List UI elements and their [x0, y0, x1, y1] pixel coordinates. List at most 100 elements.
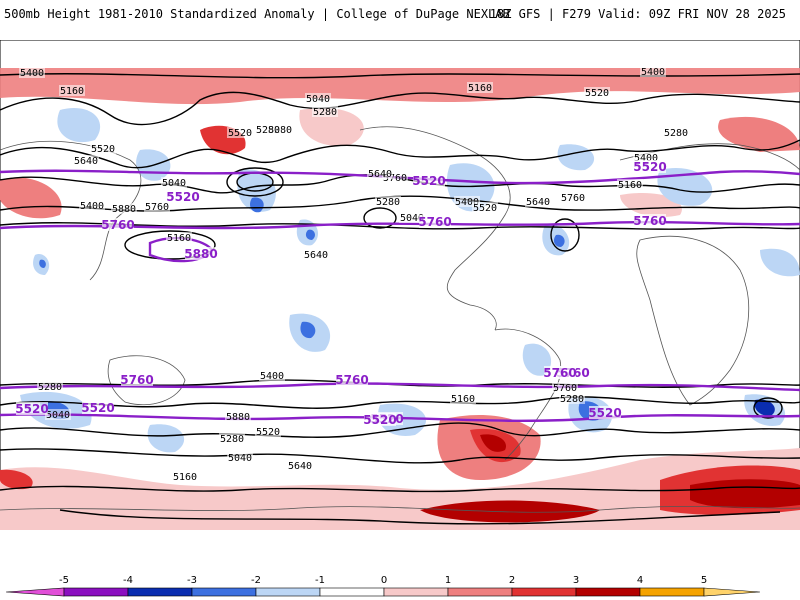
- colorbar-tick-label: -1: [315, 575, 325, 586]
- contour-label-bg: [255, 124, 281, 135]
- contour-label-group: 5400516050405280552056405760588054005280…: [19, 66, 689, 483]
- contour-label: 5640: [74, 156, 98, 167]
- contour-label-bg: [227, 127, 253, 138]
- contour-label-bg: [45, 409, 71, 420]
- contour-label-bg: [219, 433, 245, 444]
- contour-label-bg: [90, 143, 116, 154]
- contour-label-bg: [59, 85, 85, 96]
- colorbar-segment: [383, 587, 449, 597]
- contour-label: 5280: [313, 107, 337, 118]
- contour-label: 5280: [38, 382, 62, 393]
- contour-label: 5760: [553, 383, 577, 394]
- contour-label-bg: [227, 452, 253, 463]
- negative-anomaly-area: [553, 234, 565, 247]
- positive-anomaly-area: [718, 116, 800, 152]
- purple-label-bg: [634, 214, 666, 227]
- contour-label-bg: [560, 192, 586, 203]
- contour-label-bg: [144, 201, 170, 212]
- colorbar-segment: [5, 587, 65, 597]
- contour-label: 5280: [256, 125, 280, 136]
- purple-contour-label: 5760: [633, 214, 666, 228]
- purple-contour-label: 5520: [15, 402, 48, 416]
- contour-label-bg: [467, 82, 493, 93]
- contour-label: 5880: [112, 204, 136, 215]
- coastline-north-america: [359, 126, 511, 331]
- purple-label-bg: [82, 401, 114, 414]
- colorbar-segment: [639, 587, 705, 597]
- purple-contour-label: 5760: [543, 366, 576, 380]
- positive-anomaly-area: [690, 479, 800, 509]
- contour-label: 5040: [162, 178, 186, 189]
- contour-label-bg: [303, 249, 329, 260]
- contour-label: 5040: [400, 213, 424, 224]
- colorbar-segment: [255, 587, 321, 597]
- height-contour: [59, 509, 781, 525]
- contour-label: 5160: [173, 472, 197, 483]
- colorbar-segment: [703, 587, 761, 597]
- contour-label-bg: [37, 381, 63, 392]
- contour-label-bg: [305, 93, 331, 104]
- contour-label-bg: [312, 106, 338, 117]
- colorbar-segments: [5, 587, 761, 597]
- colorbar-tick-label: 0: [381, 575, 387, 586]
- contour-label: 5040: [306, 94, 330, 105]
- purple-contour-label: 5760: [101, 218, 134, 232]
- negative-anomaly-area: [754, 399, 775, 416]
- contour-label: 5400: [80, 201, 104, 212]
- purple-contour-label: 5520: [588, 406, 621, 420]
- contour-label: 5520: [256, 427, 280, 438]
- negative-anomaly-area: [39, 259, 46, 268]
- height-contour: [0, 139, 800, 169]
- coastline-antarctica: [0, 505, 800, 513]
- contour-label: 5400: [455, 197, 479, 208]
- contour-label: 5280: [560, 394, 584, 405]
- contour-label: 5280: [664, 128, 688, 139]
- contour-label: 5520: [585, 88, 609, 99]
- contour-label: 5760: [145, 202, 169, 213]
- contour-label-bg: [525, 196, 551, 207]
- purple-contour-5520-south: [0, 413, 800, 423]
- purple-contour-label: 5760: [335, 373, 368, 387]
- contour-label-bg: [172, 471, 198, 482]
- contour-label-bg: [166, 232, 192, 243]
- contour-label: 5280: [376, 197, 400, 208]
- map-title: 500mb Height 1981-2010 Standardized Anom…: [4, 7, 510, 21]
- contour-label: 5640: [288, 461, 312, 472]
- height-contour: [0, 222, 800, 230]
- contour-label-bg: [472, 202, 498, 213]
- purple-label-bg: [16, 402, 48, 415]
- colorbar-segment: [319, 587, 385, 597]
- negative-anomaly-area: [300, 321, 316, 339]
- coastlines: [0, 126, 800, 513]
- negative-anomaly-area: [657, 168, 713, 206]
- contour-label: 5640: [526, 197, 550, 208]
- contour-label-bg: [19, 67, 45, 78]
- contour-label-bg: [161, 177, 187, 188]
- contour-label: 5520: [228, 128, 252, 139]
- purple-label-bg: [634, 160, 666, 173]
- height-contour: [0, 396, 800, 409]
- negative-anomaly-area: [760, 248, 800, 277]
- colorbar-tick-label: 3: [573, 575, 579, 586]
- contour-label-bg: [111, 203, 137, 214]
- purple-contour-5760-south: [0, 382, 800, 392]
- colorbar-tick-label: -2: [251, 575, 261, 586]
- purple-contour-label: 5760: [418, 215, 451, 229]
- contour-label: 5160: [618, 180, 642, 191]
- contour-label-bg: [399, 212, 425, 223]
- low-center: [363, 207, 397, 229]
- positive-anomaly-area: [480, 434, 506, 452]
- colorbar-segment: [511, 587, 577, 597]
- height-contour: [0, 422, 800, 438]
- purple-label-bg: [102, 218, 134, 231]
- contour-label-bg: [79, 200, 105, 211]
- purple-label-bg: [413, 174, 445, 187]
- purple-label-bg: [419, 215, 451, 228]
- colorbar-tick-label: 4: [637, 575, 643, 586]
- contour-label: 5160: [468, 83, 492, 94]
- colorbar-segment: [447, 587, 513, 597]
- anomaly-map: 5400516050405280552056405760588054005280…: [0, 40, 800, 530]
- contour-label-bg: [617, 179, 643, 190]
- contour-label-bg: [287, 460, 313, 471]
- contour-label-bg: [375, 196, 401, 207]
